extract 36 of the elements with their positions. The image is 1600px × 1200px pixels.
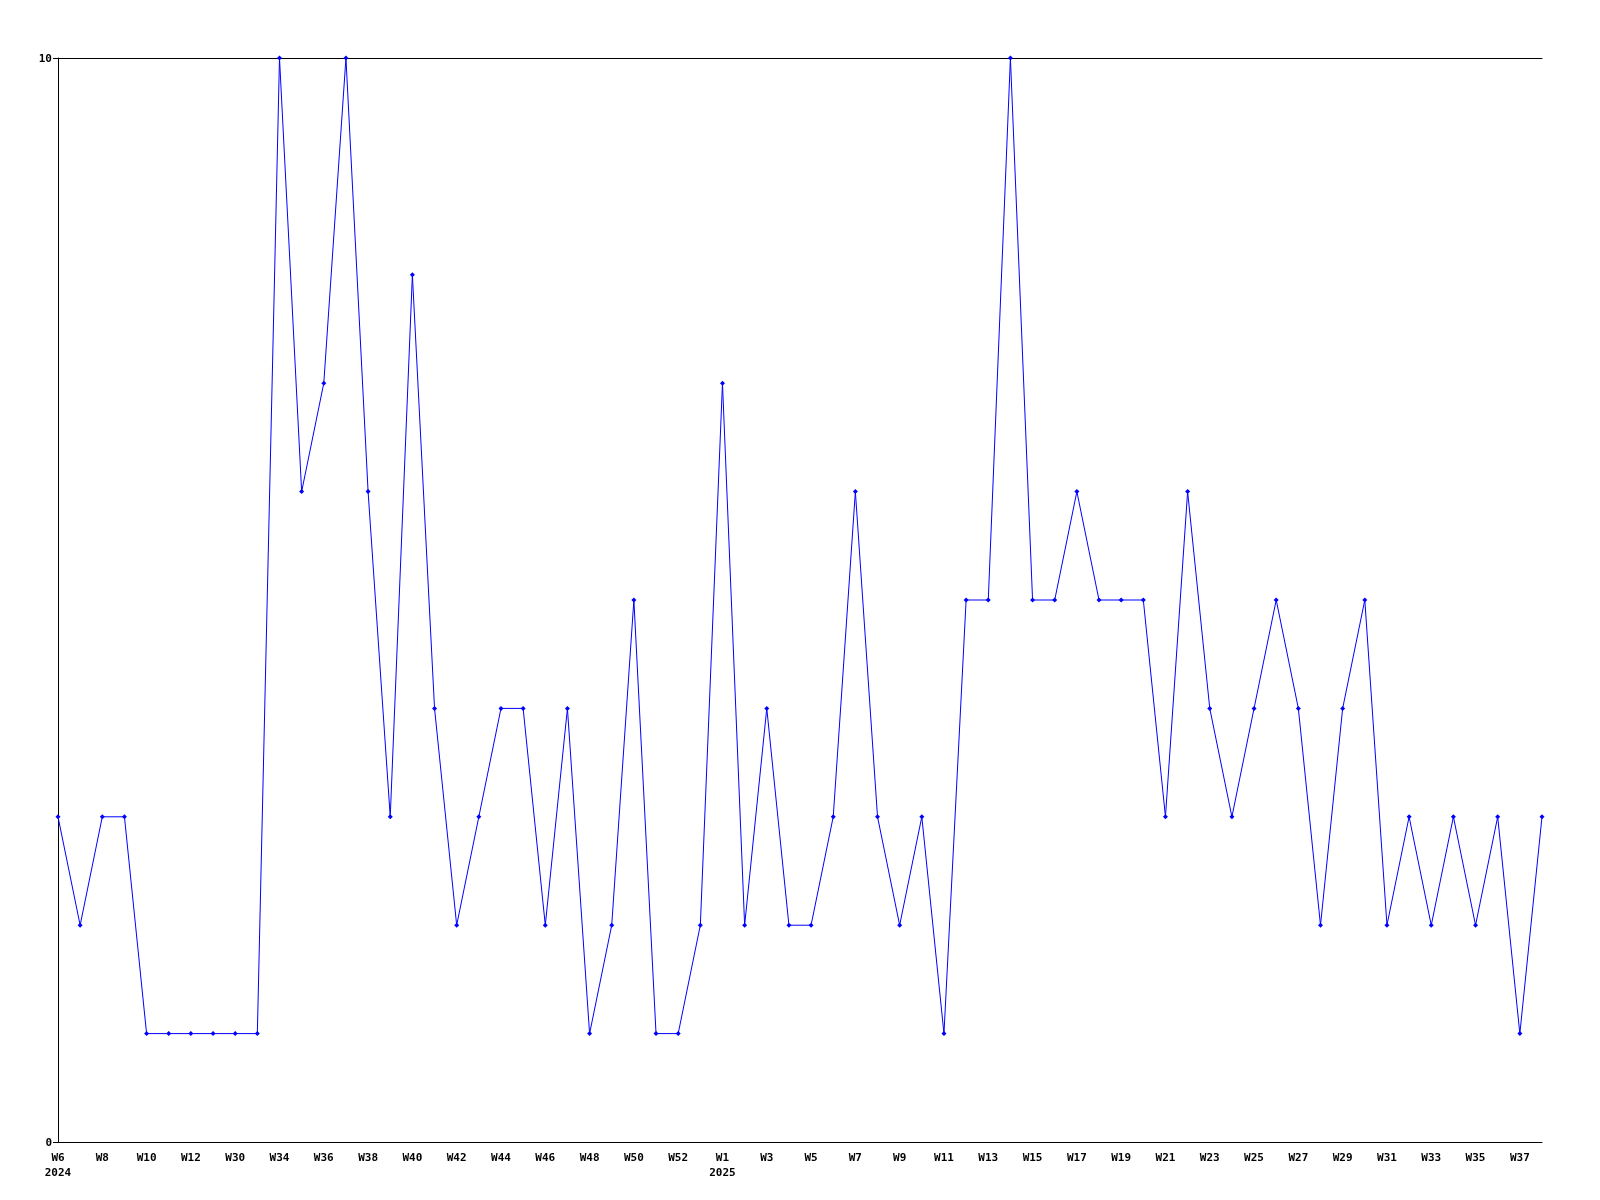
x-tick-label: W31	[1377, 1151, 1398, 1164]
x-tick-label: W27	[1288, 1151, 1309, 1164]
x-tick-label: W9	[893, 1151, 907, 1164]
x-tick-label: W5	[804, 1151, 818, 1164]
x-tick-label: W37	[1509, 1151, 1530, 1164]
x-tick-label: W10	[136, 1151, 157, 1164]
x-tick-label: W19	[1111, 1151, 1132, 1164]
y-tick-label: 0	[45, 1135, 52, 1149]
x-tick-label: W40	[402, 1151, 423, 1164]
x-tick-label: W30	[225, 1151, 246, 1164]
x-tick-label: W11	[934, 1151, 955, 1164]
x-tick-label: W38	[358, 1151, 379, 1164]
x-tick-label: W6 2024	[44, 1151, 72, 1179]
x-tick-label: W48	[579, 1151, 600, 1164]
x-tick-label: W42	[446, 1151, 467, 1164]
x-tick-label: W29	[1332, 1151, 1353, 1164]
x-tick-label: W44	[491, 1151, 512, 1164]
x-tick-label: W23	[1199, 1151, 1220, 1164]
x-tick-label: W12	[180, 1151, 201, 1164]
x-tick-label: W25	[1244, 1151, 1264, 1164]
x-tick-label: W33	[1421, 1151, 1442, 1164]
x-tick-label: W7	[848, 1151, 862, 1164]
x-tick-label: W52	[668, 1151, 689, 1164]
x-tick-label: W17	[1066, 1151, 1087, 1164]
x-tick-label: W13	[978, 1151, 999, 1164]
x-tick-label: W34	[269, 1151, 290, 1164]
x-tick-label: W21	[1155, 1151, 1176, 1164]
x-tick-label: W46	[535, 1151, 556, 1164]
x-tick-label: W50	[623, 1151, 644, 1164]
x-tick-label: W15	[1022, 1151, 1043, 1164]
x-tick-label: W36	[313, 1151, 335, 1164]
x-tick-label: W1 2025	[709, 1151, 736, 1179]
y-tick-label: 10	[38, 51, 52, 65]
x-tick-label: W8	[95, 1151, 109, 1164]
x-tick-label: W35	[1465, 1151, 1486, 1164]
x-tick-label: W3	[760, 1151, 774, 1164]
